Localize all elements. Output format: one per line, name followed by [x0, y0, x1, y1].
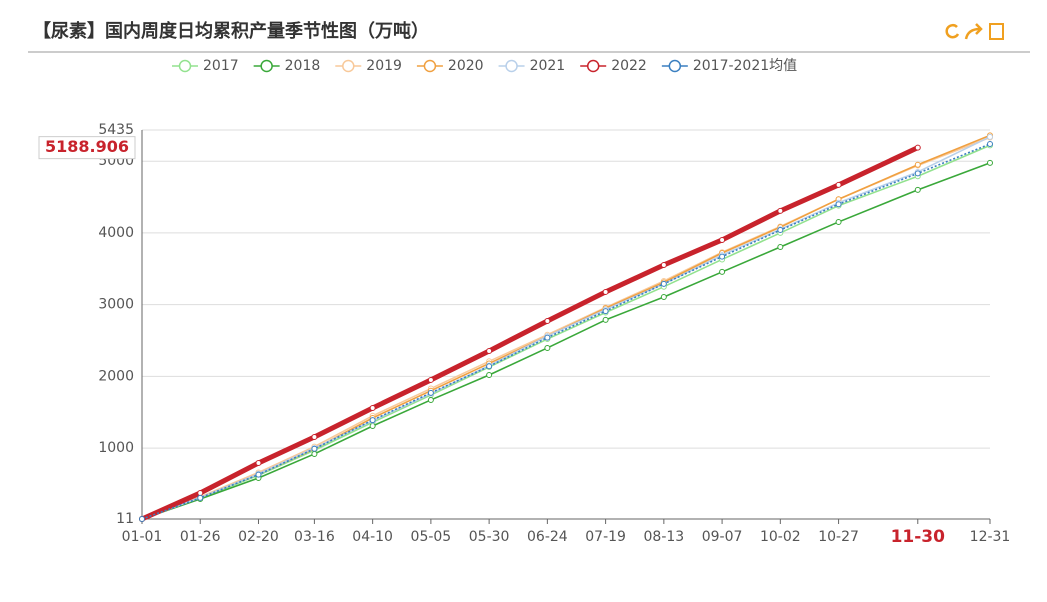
point — [544, 334, 551, 341]
legend-label: 2022 — [611, 58, 647, 74]
point — [139, 516, 145, 522]
x-tick-label: 07-19 — [585, 529, 626, 545]
x-tick-label: 08-13 — [644, 529, 685, 545]
series-line — [141, 136, 991, 520]
point — [777, 243, 784, 250]
toolbar — [945, 23, 1004, 40]
x-tick-label: 02-20 — [238, 529, 279, 545]
point — [311, 445, 318, 452]
legend-label: 2019 — [366, 58, 402, 74]
point — [660, 280, 667, 287]
point — [427, 389, 434, 396]
series-line — [141, 144, 991, 520]
point — [486, 347, 493, 354]
point — [914, 144, 921, 151]
point — [914, 186, 921, 193]
pointer-label-box — [38, 136, 136, 160]
pointer-label: 5188.906 — [45, 137, 129, 156]
point — [660, 293, 667, 300]
point — [719, 253, 726, 260]
legend-icon — [505, 59, 518, 73]
series-line — [141, 162, 991, 520]
y-tick-label: 4000 — [98, 225, 134, 241]
x-tick-label: 10-02 — [760, 529, 801, 545]
y-tick-label: 3000 — [98, 297, 134, 313]
point — [660, 261, 667, 268]
y-tick-label: 5435 — [98, 122, 134, 138]
refresh-icon[interactable] — [945, 23, 960, 39]
point — [486, 363, 493, 370]
y-tick-label: 11 — [116, 511, 134, 527]
point — [987, 133, 993, 140]
series-line — [140, 145, 919, 522]
point — [914, 170, 921, 177]
legend-icon — [260, 59, 273, 73]
legend-icon — [178, 59, 192, 73]
point — [602, 288, 609, 295]
x-tick-label: 01-26 — [180, 529, 221, 545]
point — [777, 227, 784, 234]
point — [777, 207, 784, 214]
legend-label: 2021 — [530, 58, 566, 74]
point — [914, 161, 921, 168]
legend-label: 2017 — [203, 58, 239, 74]
point — [197, 489, 204, 496]
x-tick-label: 05-30 — [469, 529, 510, 545]
point — [427, 376, 434, 383]
x-tick-label: 01-01 — [122, 529, 163, 545]
point — [835, 218, 842, 225]
share-icon[interactable] — [964, 23, 983, 40]
point — [369, 404, 376, 411]
point — [255, 471, 262, 478]
point — [602, 308, 609, 315]
point — [602, 316, 609, 323]
point — [311, 433, 318, 440]
chart-title: 【尿素】国内周度日均累积产量季节性图（万吨） — [33, 20, 429, 42]
point — [544, 344, 551, 351]
point — [987, 140, 993, 147]
y-tick-label: 2000 — [98, 368, 134, 384]
series-line — [141, 143, 991, 520]
point — [255, 459, 262, 466]
point — [719, 236, 726, 243]
x-tick-label: 04-10 — [352, 529, 393, 545]
x-tick-label: 11-30 — [891, 527, 946, 547]
x-tick-label: 12-31 — [970, 529, 1011, 545]
point — [311, 450, 318, 457]
point — [369, 417, 376, 424]
point — [987, 159, 993, 166]
legend-label: 2020 — [448, 58, 484, 74]
y-tick-label: 1000 — [98, 440, 134, 456]
point — [197, 494, 204, 501]
point — [835, 181, 842, 188]
legend-icon — [423, 59, 437, 73]
x-tick-label: 10-27 — [818, 529, 859, 545]
x-tick-label: 09-07 — [702, 529, 743, 545]
legend-icon — [668, 59, 682, 73]
x-tick-label: 05-05 — [411, 529, 452, 545]
point — [835, 201, 842, 208]
legend-icon — [586, 59, 600, 73]
legend-label: 2018 — [285, 58, 321, 74]
legend: 2017 2018 2019 2020 2021 2022 2017-2021均值 — [172, 58, 797, 74]
point — [544, 317, 551, 324]
x-tick-label: 03-16 — [294, 529, 335, 545]
point — [369, 422, 376, 429]
image-icon[interactable] — [989, 23, 1004, 40]
x-tick-label: 06-24 — [527, 529, 568, 545]
point — [486, 371, 493, 378]
legend-label: 2017-2021均值 — [693, 58, 797, 74]
point — [719, 268, 726, 275]
point — [427, 396, 434, 403]
legend-icon — [342, 59, 355, 73]
